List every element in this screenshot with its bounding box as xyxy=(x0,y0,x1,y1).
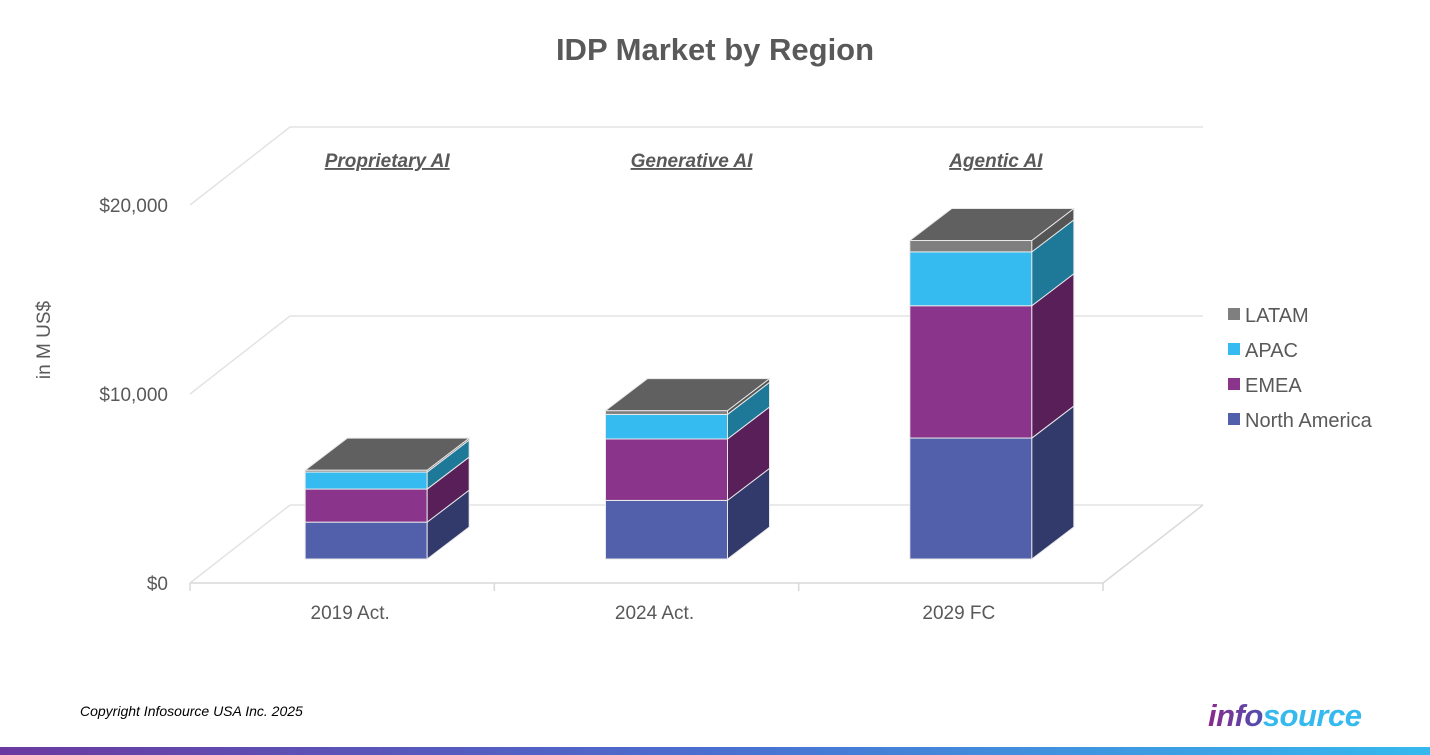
gridline-side xyxy=(189,126,291,206)
bar-segment-emea xyxy=(605,438,728,501)
bar-segment-emea xyxy=(909,305,1033,439)
floor-edge xyxy=(1102,504,1204,584)
gridline-side xyxy=(189,504,291,584)
bar-segment-emea xyxy=(304,488,428,523)
legend-swatch xyxy=(1228,343,1240,355)
bar-segment-apac xyxy=(909,251,1033,307)
y-tick-label: $20,000 xyxy=(99,196,168,217)
chart-title: IDP Market by Region xyxy=(555,32,875,67)
era-annotation: Generative AI xyxy=(631,151,754,172)
x-tick-label: 2024 Act. xyxy=(615,603,694,624)
gridline-side xyxy=(189,315,291,395)
bar-segment-north-america xyxy=(605,499,728,560)
legend-swatch xyxy=(1228,378,1240,390)
legend-label: APAC xyxy=(1245,340,1298,362)
era-annotation: Proprietary AI xyxy=(325,151,451,172)
x-tick-label: 2029 FC xyxy=(922,603,995,624)
bar-top xyxy=(604,378,771,412)
y-tick-label: $0 xyxy=(147,574,168,595)
bar-segment-apac xyxy=(304,471,428,490)
legend-swatch xyxy=(1228,413,1240,425)
bottom-gradient-bar xyxy=(0,747,1430,755)
bar-segment-apac xyxy=(605,413,728,440)
era-annotation: Agentic AI xyxy=(948,151,1043,172)
legend-label: North America xyxy=(1245,410,1373,432)
bar-segment-north-america xyxy=(909,437,1033,560)
legend-label: EMEA xyxy=(1245,375,1302,397)
y-axis-label: in M US$ xyxy=(34,301,55,380)
bar-segment-latam xyxy=(909,240,1033,253)
legend-swatch xyxy=(1228,308,1240,320)
y-tick-label: $10,000 xyxy=(99,385,168,406)
bar-segment-north-america xyxy=(304,521,428,560)
legend-label: LATAM xyxy=(1245,305,1309,327)
bar-segment-latam xyxy=(605,410,728,415)
bar-top xyxy=(908,208,1076,242)
infosource-logo: infosource xyxy=(1208,698,1362,733)
x-tick-label: 2019 Act. xyxy=(311,603,390,624)
copyright-text: Copyright Infosource USA Inc. 2025 xyxy=(80,703,303,719)
bar-top xyxy=(303,437,471,471)
chart: $0 $10,000 $20,000 in M US$ 2019 Act. Proprie… xyxy=(34,126,1373,624)
